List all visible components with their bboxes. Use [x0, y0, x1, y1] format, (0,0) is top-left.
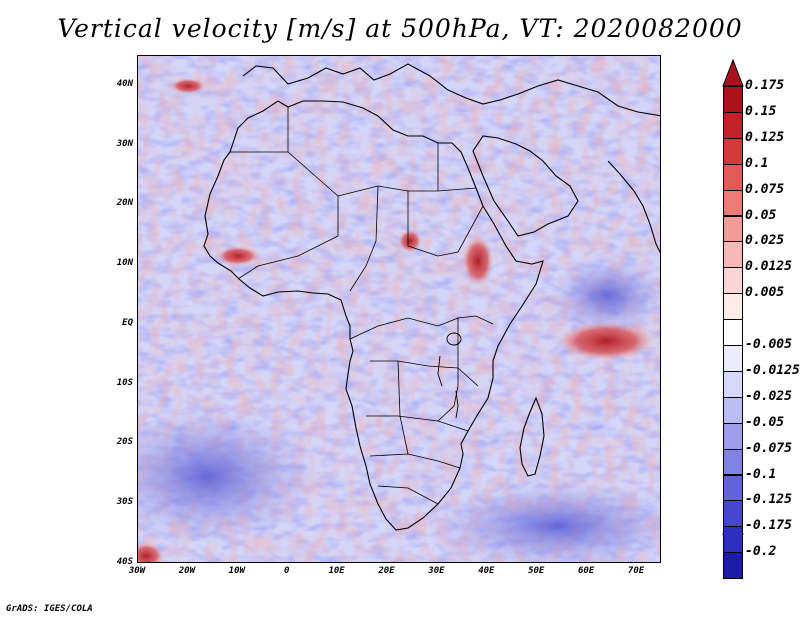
colorbar-level-label: -0.075 [745, 440, 792, 456]
map-panel [137, 55, 661, 563]
colorbar-swatch [723, 137, 743, 165]
colorbar-swatch [723, 189, 743, 217]
colorbar-swatch [723, 448, 743, 476]
country-borders [230, 107, 494, 505]
africa-coastline [203, 100, 544, 531]
colorbar-swatch [723, 111, 743, 139]
colorbar-level-label: 0.05 [745, 207, 777, 223]
colorbar-swatch [723, 267, 743, 295]
colorbar-swatch [723, 319, 743, 346]
colorbar-level-label: 0.175 [745, 78, 785, 93]
colorbar-swatch [723, 422, 743, 450]
lat-tick-label: 30N [116, 138, 133, 149]
lat-tick-label: EQ [122, 317, 133, 328]
lat-tick-label: 30S [116, 497, 133, 508]
colorbar-swatch [723, 215, 743, 243]
convection-hotspot-ethiopia [462, 235, 494, 287]
velocity-field-map [138, 56, 660, 562]
colorbar-swatch [723, 552, 743, 580]
subsidence-area-southatlantic [138, 406, 318, 546]
colorbar-swatch [723, 370, 743, 398]
madagascar-outline [519, 396, 545, 477]
colorbar-swatch [723, 293, 743, 321]
colorbar-swatch [723, 526, 743, 554]
colorbar-level-label: 0.15 [745, 103, 777, 119]
lon-tick-label: 30E [428, 566, 445, 576]
lat-tick-label: 40S [116, 557, 133, 567]
mediterranean-north-coast [242, 63, 660, 117]
lon-tick-label: 10W [228, 566, 245, 576]
convection-hotspot-north-atlantic [170, 78, 206, 94]
colorbar-level-label: -0.025 [745, 388, 792, 404]
lon-tick-label: 20E [378, 566, 395, 576]
colorbar-swatch [723, 500, 743, 528]
subsidence-area-southindian [428, 481, 660, 562]
india-coastline [607, 160, 660, 254]
colorbar-swatch [723, 474, 743, 502]
colorbar-level-label: -0.1 [745, 466, 777, 482]
colorbar-level-label: -0.0125 [745, 362, 800, 378]
colorbar-level-label: 0.125 [745, 129, 785, 145]
colorbar-level-label: 0.075 [745, 181, 785, 197]
colorbar-top-arrow [722, 58, 744, 87]
colorbar-level-label: -0.005 [745, 337, 792, 352]
lat-tick-label: 20S [116, 437, 133, 448]
colorbar-level-label: 0.1 [745, 155, 769, 171]
colorbar-level-label: 0.0125 [745, 259, 792, 275]
colorbar-swatch [723, 86, 743, 113]
convection-hotspot-southwest-corner [138, 542, 164, 562]
colorbar-level-label: -0.05 [745, 414, 785, 430]
colorbar-level-label: 0.025 [745, 233, 785, 249]
colorbar-level-label: -0.175 [745, 518, 792, 534]
lat-tick-label: 10N [116, 258, 133, 269]
map-title: Vertical velocity [m/s] at 500hPa, VT: 2… [57, 14, 743, 43]
lat-tick-label: 20N [116, 198, 133, 209]
colorbar-swatch [723, 241, 743, 269]
lon-tick-label: 20W [178, 566, 196, 576]
colorbar-swatch [723, 396, 743, 424]
lat-tick-label: 10S [116, 377, 133, 388]
subsidence-area-arabian-sea [548, 256, 660, 336]
convection-hotspot-east-indian [556, 321, 656, 361]
colorbar-swatch [723, 345, 743, 372]
lon-tick-label: 70E [627, 566, 645, 576]
colorbar-level-label: -0.2 [745, 544, 777, 560]
arabian-peninsula-outline [472, 135, 579, 237]
lon-tick-label: 40E [478, 566, 495, 576]
colorbar-swatch [723, 163, 743, 191]
colorbar-level-label: -0.125 [745, 492, 792, 508]
lon-tick-label: 50E [528, 566, 545, 576]
lon-tick-label: 30W [128, 566, 146, 576]
grads-credit: GrADS: IGES/COLA [6, 604, 93, 614]
colorbar-level-label: 0.005 [745, 285, 785, 301]
great-lakes [437, 332, 462, 419]
convection-hotspot-west-africa [216, 246, 260, 266]
lon-tick-label: 60E [578, 566, 595, 576]
lon-tick-label: 10E [328, 566, 345, 576]
lon-tick-label: 0 [283, 566, 290, 576]
lat-tick-label: 40N [116, 78, 133, 89]
convection-hotspot-chad [398, 229, 422, 253]
